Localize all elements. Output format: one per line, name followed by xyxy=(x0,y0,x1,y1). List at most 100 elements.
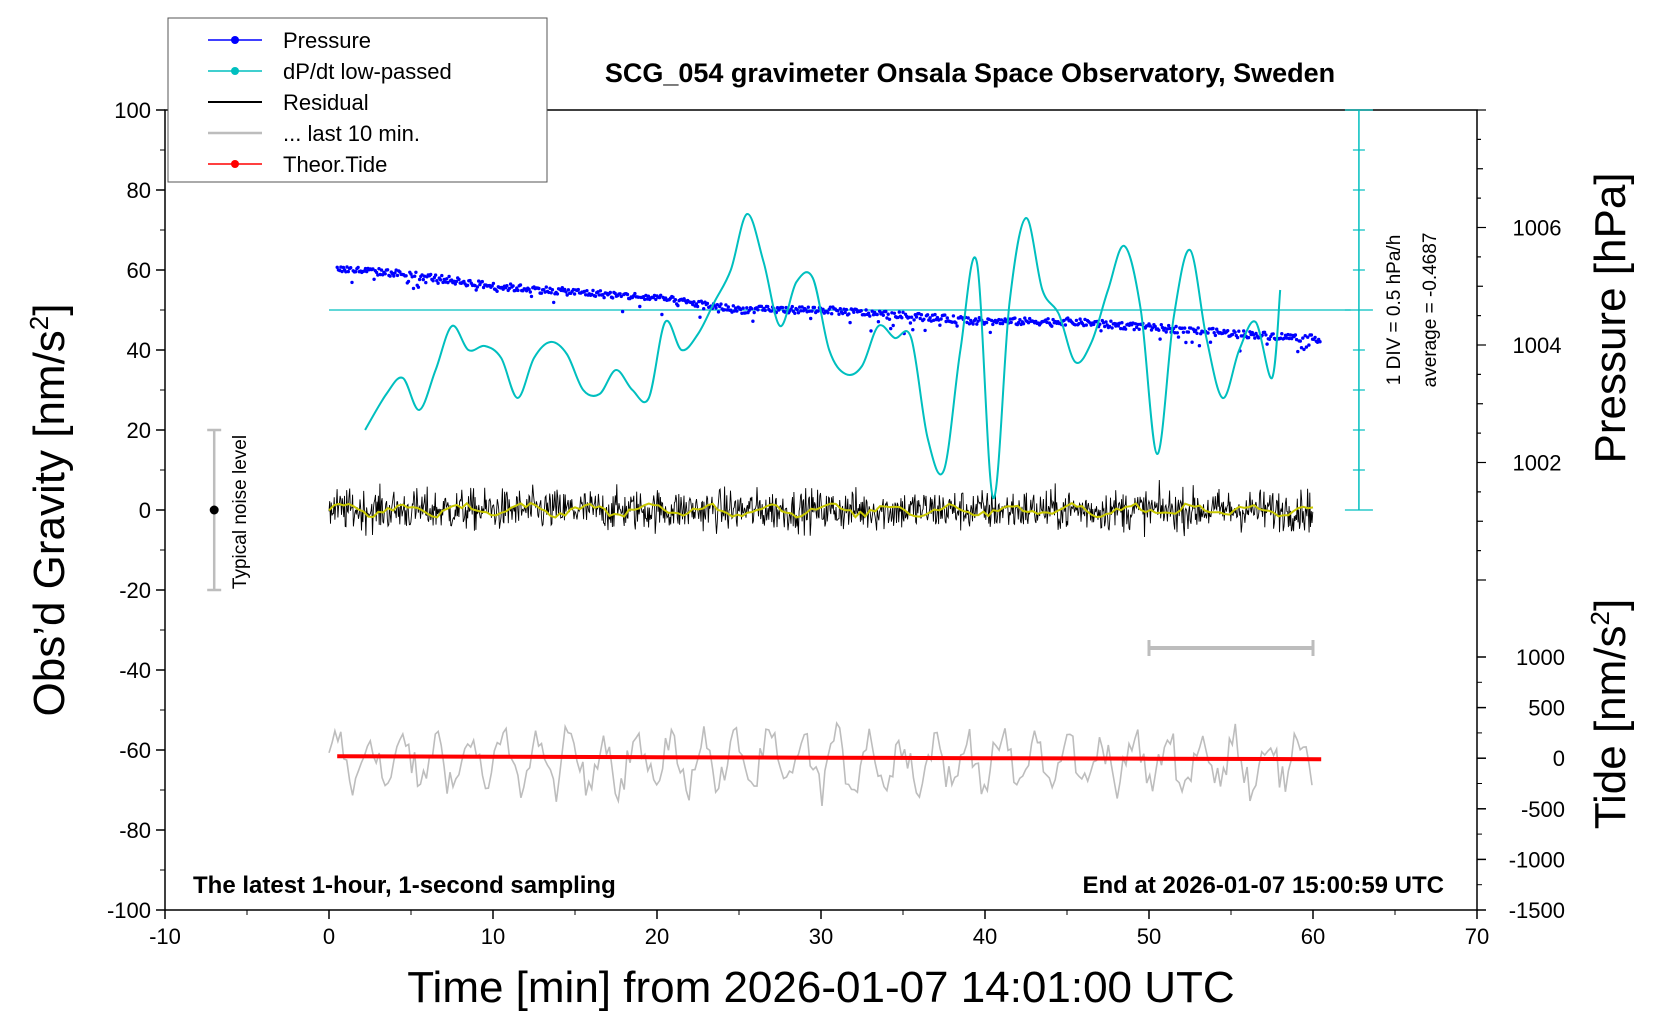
pressure-point xyxy=(1180,326,1184,330)
pressure-point xyxy=(991,322,995,327)
pressure-point xyxy=(383,272,387,276)
pressure-point xyxy=(659,293,663,297)
pressure-point xyxy=(938,323,942,327)
pressure-point xyxy=(618,292,622,296)
pressure-point xyxy=(1046,317,1050,321)
pressure-point xyxy=(1107,324,1112,329)
pressure-point xyxy=(847,312,851,316)
x-tick-label: 60 xyxy=(1301,924,1325,949)
pressure-point xyxy=(922,317,926,321)
pressure-point xyxy=(716,310,721,314)
pressure-point xyxy=(1023,316,1027,320)
pressure-point xyxy=(349,266,353,270)
pressure-point xyxy=(597,293,601,297)
pressure-point xyxy=(1016,320,1021,325)
pressure-point xyxy=(1290,336,1294,341)
pressure-point xyxy=(1104,320,1108,324)
legend-box xyxy=(167,17,548,183)
series-layer xyxy=(207,109,1373,806)
pressure-point xyxy=(1304,345,1309,349)
pressure-point xyxy=(826,311,830,315)
pressure-point xyxy=(565,293,569,297)
note-sampling: The latest 1-hour, 1-second sampling xyxy=(193,872,616,899)
pressure-point xyxy=(1159,323,1164,327)
y-tick-label: 100 xyxy=(114,98,151,123)
noise-bar-center xyxy=(209,505,219,515)
tide-tick-label: -500 xyxy=(1521,797,1565,822)
pressure-point xyxy=(549,291,553,295)
pressure-point xyxy=(912,318,916,322)
pressure-point xyxy=(591,288,595,293)
pressure-point xyxy=(1158,337,1162,341)
x-tick-label: -10 xyxy=(149,924,181,949)
pressure-point xyxy=(1233,330,1237,334)
pressure-point xyxy=(1309,333,1314,337)
y-tick-label: 80 xyxy=(127,178,151,203)
pressure-point xyxy=(780,305,785,310)
pressure-point xyxy=(395,273,400,278)
pressure-point xyxy=(1264,333,1268,337)
pressure-point xyxy=(654,297,658,302)
pressure-point xyxy=(529,294,534,299)
pressure-point xyxy=(611,296,615,300)
pressure-point xyxy=(424,280,428,285)
pressure-point xyxy=(552,300,556,305)
pressure-point xyxy=(409,272,413,276)
pressure-point xyxy=(495,289,499,293)
pressure-point xyxy=(810,309,814,313)
y-tick-label: 40 xyxy=(127,338,151,363)
y-tick-label: -20 xyxy=(119,578,151,603)
pressure-point xyxy=(919,313,924,317)
pressure-point xyxy=(1050,324,1054,328)
pressure-point xyxy=(1208,340,1213,344)
pressure-point xyxy=(1174,324,1178,329)
pressure-point xyxy=(1212,331,1216,335)
pressure-point xyxy=(1194,328,1198,332)
pressure-point xyxy=(705,301,710,306)
x-tick-label: 10 xyxy=(481,924,505,949)
noise-level-label: Typical noise level xyxy=(230,435,251,589)
dpdt-scale-label: 1 DIV = 0.5 hPa/h xyxy=(1384,235,1405,386)
dpdt-lowpassed-curve xyxy=(364,212,1282,500)
pressure-point xyxy=(429,272,433,277)
pressure-point xyxy=(722,308,727,312)
pressure-point xyxy=(735,309,739,313)
pressure-point xyxy=(411,286,416,291)
pressure-point xyxy=(511,284,515,288)
tide-tick-label: -1500 xyxy=(1509,898,1565,923)
pressure-point xyxy=(966,316,970,320)
pressure-point xyxy=(625,292,630,297)
legend-label-last10: ... last 10 min. xyxy=(283,121,420,146)
pressure-point xyxy=(507,286,512,291)
pressure-point xyxy=(1175,331,1180,335)
pressure-point xyxy=(1157,328,1161,332)
pressure-point xyxy=(1123,327,1128,331)
pressure-point xyxy=(1301,336,1305,340)
pressure-point xyxy=(1184,340,1188,345)
pressure-point xyxy=(1137,327,1141,331)
pressure-point xyxy=(555,292,560,296)
pressure-point xyxy=(1226,329,1230,333)
pressure-point xyxy=(365,269,369,274)
pressure-point xyxy=(544,285,548,289)
pressure-point xyxy=(945,316,949,320)
pressure-point xyxy=(799,309,803,313)
pressure-point xyxy=(585,289,589,293)
pressure-point xyxy=(889,326,893,331)
pressure-point xyxy=(1176,335,1181,339)
pressure-point xyxy=(807,309,812,313)
pressure-point xyxy=(891,323,895,328)
note-end-time: End at 2026-01-07 15:00:59 UTC xyxy=(1083,872,1445,899)
pressure-point xyxy=(911,328,915,332)
pressure-point xyxy=(1230,332,1235,337)
pressure-point xyxy=(406,279,411,284)
pressure-point xyxy=(638,304,642,309)
pressure-point xyxy=(1287,336,1291,341)
pressure-point xyxy=(1167,323,1171,328)
pressure-point xyxy=(868,314,872,318)
pressure-point xyxy=(1151,326,1155,330)
pressure-point xyxy=(939,317,943,321)
pressure-point xyxy=(1116,324,1121,328)
y-axis-title-left: Obs’d Gravity [nm/s2] xyxy=(24,303,74,716)
pressure-point xyxy=(1207,327,1212,331)
